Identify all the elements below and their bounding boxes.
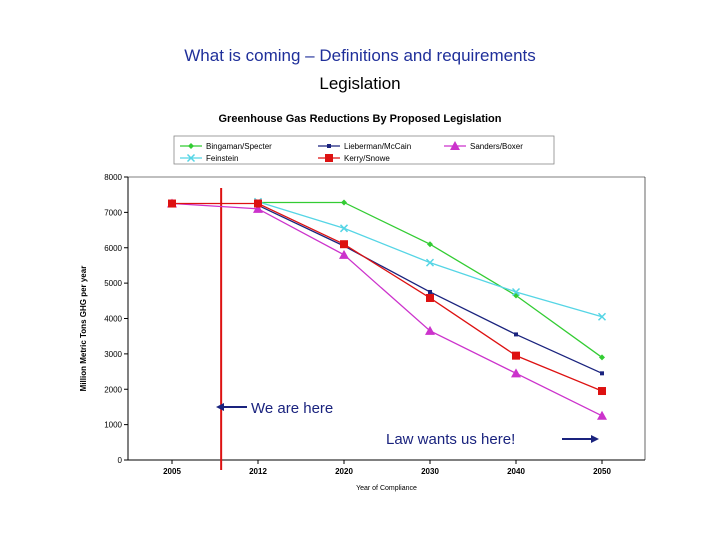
series-sanders-boxer xyxy=(167,198,607,420)
y-tick-label: 6000 xyxy=(104,244,122,253)
data-point xyxy=(254,199,262,208)
series-feinstein xyxy=(253,197,607,321)
y-tick-label: 4000 xyxy=(104,315,122,324)
chart-title: Greenhouse Gas Reductions By Proposed Le… xyxy=(218,113,502,125)
y-tick-label: 5000 xyxy=(104,279,122,288)
x-tick-label: 2050 xyxy=(593,467,611,476)
slide-subtitle: Legislation xyxy=(319,74,401,93)
annotation-arrowhead xyxy=(591,435,599,443)
y-tick-label: 3000 xyxy=(104,350,122,359)
data-point xyxy=(600,371,604,376)
chart-legend: Bingaman/Specter Lieberman/McCain Sanders/… xyxy=(173,135,555,165)
annotation-label: We are here xyxy=(251,400,333,417)
chart-series xyxy=(167,197,607,420)
legend-label: Bingaman/Specter xyxy=(206,142,272,151)
annotation-we-are-here: We are here xyxy=(216,400,333,417)
series-line xyxy=(172,202,603,392)
data-point xyxy=(168,199,176,208)
data-point xyxy=(599,354,605,361)
data-point xyxy=(426,293,434,302)
legend-marker xyxy=(188,143,194,149)
data-point xyxy=(597,312,607,321)
y-tick-label: 8000 xyxy=(104,173,122,182)
data-point xyxy=(339,249,349,259)
x-tick-label: 2012 xyxy=(249,467,267,476)
reference-lines xyxy=(220,188,223,470)
x-tick-label: 2040 xyxy=(507,467,525,476)
x-tick-label: 2030 xyxy=(421,467,439,476)
chart-annotations: We are here Law wants us here! xyxy=(216,400,599,448)
legend-label: Lieberman/McCain xyxy=(344,142,411,151)
legend-label: Kerry/Snowe xyxy=(344,154,390,163)
legend-marker xyxy=(325,154,333,162)
series-line xyxy=(171,202,603,417)
x-tick-label: 2020 xyxy=(335,467,353,476)
series-bingaman-specter xyxy=(255,199,605,361)
legend-marker xyxy=(327,144,331,148)
legend-marker xyxy=(450,141,460,150)
legend-entry-sanders-boxer: Sanders/Boxer xyxy=(444,141,523,151)
data-point xyxy=(511,368,521,378)
y-axis-label: Million Metric Tons GHG per year xyxy=(79,266,88,392)
data-point xyxy=(512,351,520,360)
slide-title: What is coming – Definitions and require… xyxy=(184,46,536,65)
data-point xyxy=(425,258,435,267)
x-axis-label: Year of Compliance xyxy=(356,485,417,492)
y-tick-label: 0 xyxy=(118,456,123,465)
data-point xyxy=(597,410,607,420)
legend-entry-lieberman-mccain: Lieberman/McCain xyxy=(318,142,411,151)
data-point xyxy=(253,203,263,213)
annotation-law-wants-us-here: Law wants us here! xyxy=(386,431,599,448)
legend-label: Feinstein xyxy=(206,154,238,163)
data-point xyxy=(425,325,435,335)
chart-axes: 0 1000 2000 3000 4000 5000 6000 7000 8000 2005 201… xyxy=(79,173,646,492)
y-tick-label: 2000 xyxy=(104,385,122,394)
y-tick-label: 1000 xyxy=(104,421,122,430)
series-line xyxy=(257,204,603,374)
legend-entry-kerry-snowe: Kerry/Snowe xyxy=(318,154,390,163)
series-lieberman-mccain xyxy=(256,203,604,376)
data-point xyxy=(340,240,348,249)
series-kerry-snowe xyxy=(168,199,606,396)
legend-box xyxy=(173,135,555,165)
legend-entry-feinstein: Feinstein xyxy=(180,153,238,163)
data-point xyxy=(341,199,347,206)
data-point xyxy=(428,289,432,294)
data-point xyxy=(427,241,433,248)
y-tick-label: 7000 xyxy=(104,208,122,217)
legend-label: Sanders/Boxer xyxy=(470,142,523,151)
annotation-label: Law wants us here! xyxy=(386,431,515,448)
annotation-arrowhead xyxy=(216,403,224,411)
data-point xyxy=(511,287,521,296)
legend-marker xyxy=(186,153,196,163)
data-point xyxy=(339,224,349,233)
legend-entry-bingaman-specter: Bingaman/Specter xyxy=(180,142,272,151)
data-point xyxy=(598,387,606,396)
x-tick-label: 2005 xyxy=(163,467,181,476)
data-point xyxy=(514,332,518,337)
